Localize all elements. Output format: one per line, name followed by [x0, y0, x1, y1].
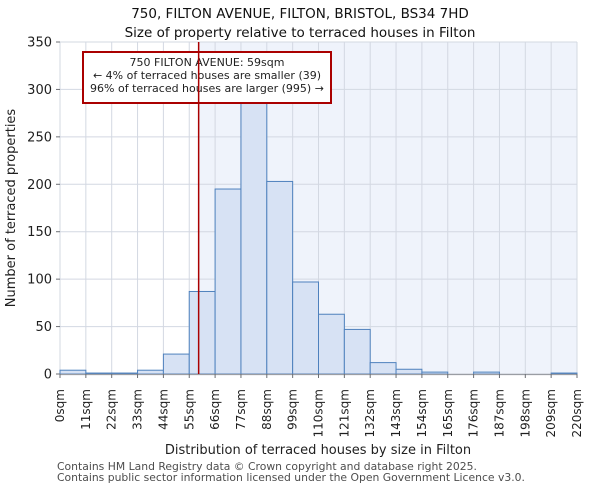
histogram-bar — [85, 372, 113, 375]
y-axis-title: Number of terraced properties — [4, 109, 19, 308]
histogram-bar — [162, 353, 190, 375]
x-tick-label: 55sqm — [182, 389, 196, 430]
x-tick-label: 176sqm — [467, 389, 481, 437]
x-tick-label: 187sqm — [492, 389, 506, 437]
x-tick-label: 99sqm — [286, 389, 300, 430]
footer-line-1: Contains HM Land Registry data © Crown c… — [57, 460, 477, 473]
x-tick-label: 44sqm — [156, 389, 170, 430]
y-tick-label: 100 — [27, 273, 52, 288]
chart-title: 750, FILTON AVENUE, FILTON, BRISTOL, BS3… — [131, 6, 469, 22]
y-tick-label: 350 — [27, 36, 52, 51]
histogram-bar — [214, 188, 242, 375]
histogram-bar — [318, 313, 345, 375]
histogram-bar — [266, 180, 294, 375]
y-tick-label: 250 — [27, 130, 52, 145]
x-axis-title: Distribution of terraced houses by size … — [165, 443, 471, 458]
x-tick-label: 88sqm — [260, 389, 274, 430]
x-tick-label: 11sqm — [79, 389, 93, 430]
x-tick-label: 110sqm — [312, 389, 326, 437]
x-tick-label: 220sqm — [570, 389, 584, 437]
x-tick-label: 143sqm — [389, 389, 403, 437]
histogram-bar — [421, 371, 449, 375]
histogram-bar — [111, 372, 139, 375]
y-tick-label: 50 — [35, 320, 52, 335]
x-tick-label: 121sqm — [337, 389, 351, 437]
histogram-bar — [59, 369, 87, 375]
histogram-bar — [137, 369, 164, 375]
plot-layer: 0 50 100 150 200 250 300 350 0sqm 11sqm 22sqm 33sqm… — [27, 36, 584, 438]
annotation-box: 750 FILTON AVENUE: 59sqm ← 4% of terrace… — [82, 51, 332, 104]
y-tick-label: 300 — [27, 83, 52, 98]
x-tick-label: 154sqm — [415, 389, 429, 437]
histogram-bar — [240, 98, 268, 375]
histogram-bar — [343, 328, 371, 375]
histogram-bar — [395, 368, 423, 375]
annotation-border — [82, 51, 332, 104]
annotation-line-3: 96% of terraced houses are larger (995) … — [90, 82, 324, 95]
x-tick-label: 198sqm — [518, 389, 532, 437]
histogram-bar — [292, 281, 319, 375]
y-tick-label: 150 — [27, 225, 52, 240]
x-tick-label: 66sqm — [208, 389, 222, 430]
chart-subtitle: Size of property relative to terraced ho… — [124, 25, 476, 41]
x-tick-label: 77sqm — [234, 389, 248, 430]
histogram-bar — [473, 371, 500, 375]
x-tick-label: 209sqm — [544, 389, 558, 437]
x-tick-label: 165sqm — [441, 389, 455, 437]
y-tick-label: 0 — [44, 368, 52, 383]
histogram-bar — [188, 290, 216, 375]
x-tick-label: 132sqm — [363, 389, 377, 437]
annotation-line-2: ← 4% of terraced houses are smaller (39) — [93, 69, 321, 82]
y-tick-label: 200 — [27, 178, 52, 193]
footer-line-2: Contains public sector information licen… — [57, 471, 525, 484]
x-tick-label: 22sqm — [105, 389, 119, 430]
histogram-bar — [550, 372, 578, 375]
annotation-line-1: 750 FILTON AVENUE: 59sqm — [130, 56, 285, 69]
x-tick-label: 33sqm — [131, 389, 145, 430]
histogram-bar — [369, 362, 397, 375]
x-tick-label: 0sqm — [53, 389, 67, 422]
